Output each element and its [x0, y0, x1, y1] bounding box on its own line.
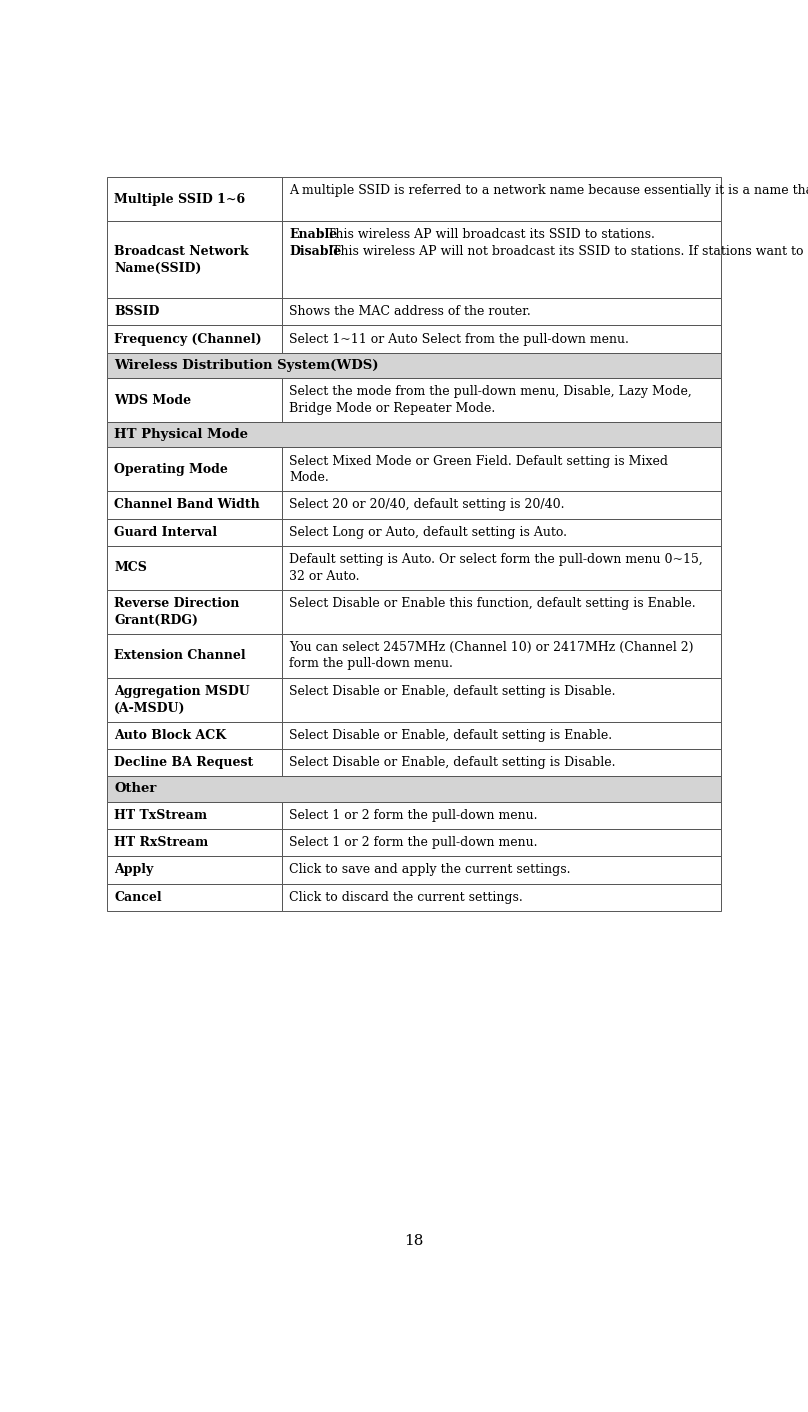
- Bar: [282, 884, 721, 911]
- Bar: [107, 325, 282, 353]
- Text: Click to discard the current settings.: Click to discard the current settings.: [289, 891, 523, 904]
- Text: Disable: Disable: [289, 244, 341, 258]
- Text: Default setting is Auto. Or select form the pull-down menu 0~15,: Default setting is Auto. Or select form …: [289, 554, 703, 566]
- Text: Other: Other: [114, 782, 157, 795]
- Bar: [107, 176, 282, 222]
- Bar: [107, 546, 282, 590]
- Text: Select Disable or Enable, default setting is Enable.: Select Disable or Enable, default settin…: [289, 729, 612, 741]
- Text: Click to save and apply the current settings.: Click to save and apply the current sett…: [289, 864, 570, 877]
- Bar: [282, 829, 721, 856]
- Text: WDS Mode: WDS Mode: [114, 394, 191, 407]
- Bar: [282, 802, 721, 829]
- Bar: [282, 378, 721, 422]
- Bar: [107, 802, 282, 829]
- Bar: [107, 353, 721, 378]
- Text: Mode.: Mode.: [289, 472, 329, 484]
- Bar: [107, 422, 721, 448]
- Bar: [282, 518, 721, 546]
- Bar: [107, 634, 282, 678]
- Text: 32 or Auto.: 32 or Auto.: [289, 569, 360, 583]
- Bar: [107, 678, 282, 722]
- Bar: [107, 222, 282, 298]
- Bar: [107, 590, 282, 634]
- Bar: [107, 298, 282, 325]
- Text: BSSID: BSSID: [114, 305, 159, 318]
- Text: Extension Channel: Extension Channel: [114, 650, 246, 662]
- Text: HT TxStream: HT TxStream: [114, 809, 208, 822]
- Text: Select Disable or Enable, default setting is Disable.: Select Disable or Enable, default settin…: [289, 685, 616, 698]
- Bar: [282, 590, 721, 634]
- Bar: [282, 491, 721, 518]
- Text: Aggregation MSDU
(A-MSDU): Aggregation MSDU (A-MSDU): [114, 685, 250, 714]
- Bar: [107, 448, 282, 491]
- Bar: [282, 546, 721, 590]
- Text: Decline BA Request: Decline BA Request: [114, 755, 254, 770]
- Bar: [282, 176, 721, 222]
- Text: Select Long or Auto, default setting is Auto.: Select Long or Auto, default setting is …: [289, 525, 567, 539]
- Bar: [107, 378, 282, 422]
- Text: Auto Block ACK: Auto Block ACK: [114, 729, 226, 741]
- Bar: [107, 777, 721, 802]
- Text: Wireless Distribution System(WDS): Wireless Distribution System(WDS): [114, 359, 379, 371]
- Text: Guard Interval: Guard Interval: [114, 525, 217, 539]
- Text: : This wireless AP will not broadcast its SSID to stations. If stations want to : : This wireless AP will not broadcast it…: [324, 244, 808, 258]
- Bar: [282, 298, 721, 325]
- Text: 18: 18: [405, 1234, 423, 1248]
- Bar: [282, 856, 721, 884]
- Text: You can select 2457MHz (Channel 10) or 2417MHz (Channel 2): You can select 2457MHz (Channel 10) or 2…: [289, 641, 693, 654]
- Text: HT Physical Mode: HT Physical Mode: [114, 428, 248, 441]
- Text: : This wireless AP will broadcast its SSID to stations.: : This wireless AP will broadcast its SS…: [319, 229, 655, 241]
- Bar: [107, 884, 282, 911]
- Text: Select Disable or Enable this function, default setting is Enable.: Select Disable or Enable this function, …: [289, 597, 696, 610]
- Bar: [282, 634, 721, 678]
- Text: Multiple SSID 1~6: Multiple SSID 1~6: [114, 192, 246, 206]
- Text: Apply: Apply: [114, 864, 154, 877]
- Bar: [282, 222, 721, 298]
- Text: Select Disable or Enable, default setting is Disable.: Select Disable or Enable, default settin…: [289, 755, 616, 770]
- Text: HT RxStream: HT RxStream: [114, 836, 208, 849]
- Bar: [282, 325, 721, 353]
- Bar: [107, 518, 282, 546]
- Text: Select 1 or 2 form the pull-down menu.: Select 1 or 2 form the pull-down menu.: [289, 809, 537, 822]
- Text: Operating Mode: Operating Mode: [114, 463, 228, 476]
- Text: Channel Band Width: Channel Band Width: [114, 498, 260, 511]
- Text: Enable: Enable: [289, 229, 338, 241]
- Text: Select 1 or 2 form the pull-down menu.: Select 1 or 2 form the pull-down menu.: [289, 836, 537, 849]
- Text: Reverse Direction
Grant(RDG): Reverse Direction Grant(RDG): [114, 597, 239, 627]
- Text: Broadcast Network
Name(SSID): Broadcast Network Name(SSID): [114, 244, 249, 274]
- Bar: [107, 829, 282, 856]
- Text: MCS: MCS: [114, 562, 147, 575]
- Text: A multiple SSID is referred to a network name because essentially it is a name t: A multiple SSID is referred to a network…: [289, 185, 808, 198]
- Text: form the pull-down menu.: form the pull-down menu.: [289, 658, 453, 671]
- Bar: [107, 856, 282, 884]
- Text: Frequency (Channel): Frequency (Channel): [114, 333, 262, 346]
- Bar: [282, 448, 721, 491]
- Text: Select Mixed Mode or Green Field. Default setting is Mixed: Select Mixed Mode or Green Field. Defaul…: [289, 455, 668, 467]
- Text: Cancel: Cancel: [114, 891, 162, 904]
- Bar: [107, 722, 282, 748]
- Text: Select 20 or 20/40, default setting is 20/40.: Select 20 or 20/40, default setting is 2…: [289, 498, 565, 511]
- Text: Select the mode from the pull-down menu, Disable, Lazy Mode,: Select the mode from the pull-down menu,…: [289, 385, 692, 398]
- Text: Bridge Mode or Repeater Mode.: Bridge Mode or Repeater Mode.: [289, 402, 495, 415]
- Bar: [107, 748, 282, 777]
- Bar: [282, 722, 721, 748]
- Bar: [282, 748, 721, 777]
- Bar: [107, 491, 282, 518]
- Text: Shows the MAC address of the router.: Shows the MAC address of the router.: [289, 305, 531, 318]
- Bar: [282, 678, 721, 722]
- Text: Select 1~11 or Auto Select from the pull-down menu.: Select 1~11 or Auto Select from the pull…: [289, 333, 629, 346]
